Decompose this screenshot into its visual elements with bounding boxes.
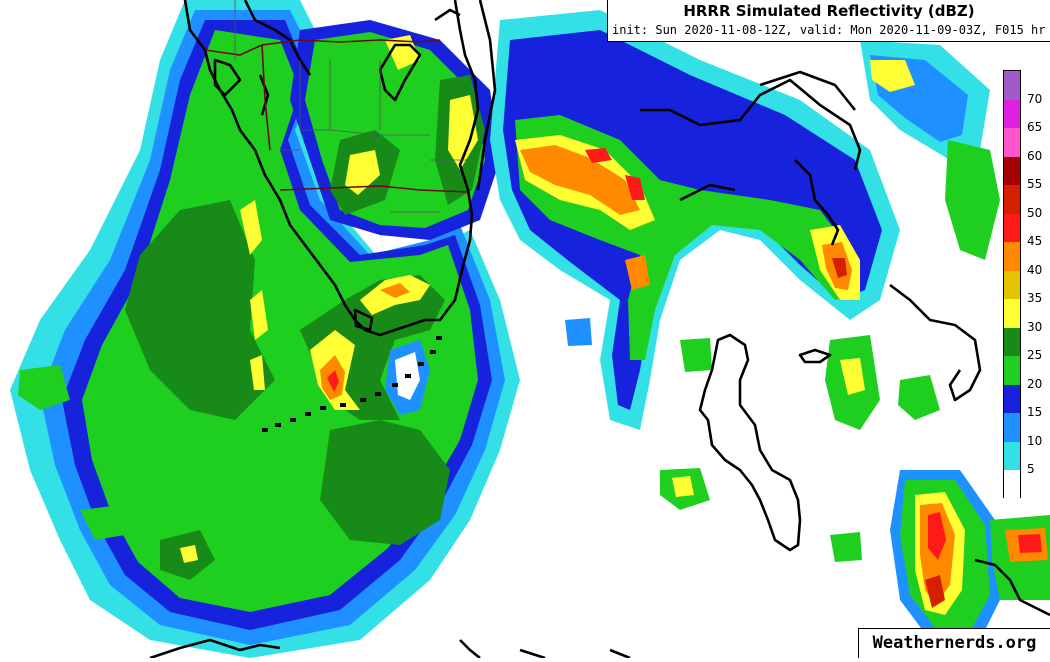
colorbar-segment xyxy=(1004,128,1020,158)
title-panel: HRRR Simulated Reflectivity (dBZ) init: … xyxy=(607,0,1050,42)
colorbar-label: 5 xyxy=(1027,462,1035,477)
colorbar-segment xyxy=(1004,156,1020,186)
atlantic-band xyxy=(490,10,1000,430)
colorbar-segment xyxy=(1004,470,1020,500)
map-subtitle: init: Sun 2020-11-08-12Z, valid: Mon 202… xyxy=(612,23,1046,37)
colorbar-label: 45 xyxy=(1027,234,1043,249)
colorbar-segment xyxy=(1004,213,1020,243)
southeast-storms xyxy=(890,470,1050,640)
colorbar-segment xyxy=(1004,99,1020,129)
scattered-cells xyxy=(18,318,862,562)
colorbar-segment xyxy=(1004,299,1020,329)
colorbar-segment xyxy=(1004,413,1020,443)
colorbar-label: 30 xyxy=(1027,319,1043,334)
colorbar-label: 35 xyxy=(1027,291,1043,306)
map-title: HRRR Simulated Reflectivity (dBZ) xyxy=(683,2,975,20)
gulf-rain-shield xyxy=(10,0,520,658)
colorbar-segment xyxy=(1004,327,1020,357)
colorbar-label: 15 xyxy=(1027,405,1043,420)
county-lines xyxy=(234,0,470,213)
colorbar-label: 50 xyxy=(1027,205,1043,220)
colorbar-segment xyxy=(1004,441,1020,471)
colorbar-label: 60 xyxy=(1027,148,1043,163)
colorbar xyxy=(1003,70,1021,500)
colorbar-label: 70 xyxy=(1027,91,1043,106)
colorbar-label: 55 xyxy=(1027,177,1043,192)
colorbar-label: 10 xyxy=(1027,433,1043,448)
coastlines xyxy=(149,0,1050,660)
colorbar-segment xyxy=(1004,71,1020,101)
colorbar-segment xyxy=(1004,270,1020,300)
colorbar-label: 20 xyxy=(1027,376,1043,391)
colorbar-label: 65 xyxy=(1027,120,1043,135)
colorbar-segment xyxy=(1004,242,1020,272)
colorbar-segment xyxy=(1004,384,1020,414)
colorbar-label: 25 xyxy=(1027,348,1043,363)
state-borders xyxy=(204,39,469,193)
peninsula-band xyxy=(290,20,500,240)
credit-label[interactable]: Weathernerds.org xyxy=(858,628,1050,658)
colorbar-segment xyxy=(1004,185,1020,215)
colorbar-label: 40 xyxy=(1027,262,1043,277)
colorbar-segment xyxy=(1004,356,1020,386)
keys-dashes xyxy=(262,336,442,432)
